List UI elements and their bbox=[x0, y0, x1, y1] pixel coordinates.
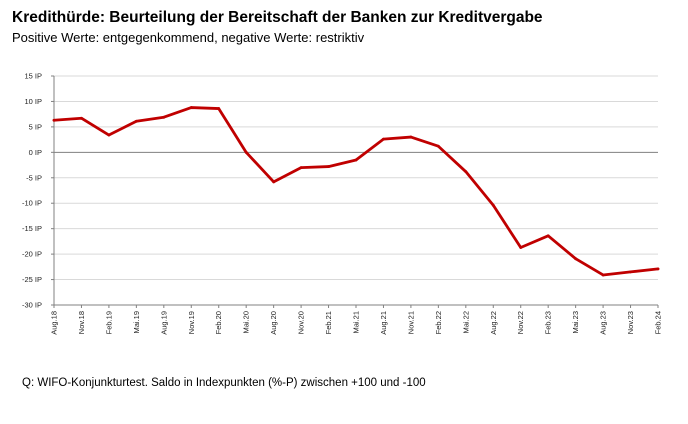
data-point bbox=[382, 137, 385, 141]
y-tick-labels: 15 IP 10 IP 5 IP 0 IP -5 IP -10 IP -15 IP -20 I… bbox=[22, 72, 42, 310]
x-tick-label: Nov.21 bbox=[406, 311, 415, 334]
data-point bbox=[299, 166, 303, 170]
x-tick-label: Aug.21 bbox=[379, 311, 388, 335]
y-tick-label: -25 IP bbox=[22, 275, 42, 284]
x-tick-label: Mai.20 bbox=[242, 311, 251, 334]
data-point bbox=[656, 267, 660, 271]
data-point bbox=[409, 135, 413, 139]
x-tick-label: Aug.22 bbox=[489, 311, 498, 335]
x-tick-label: Mai.23 bbox=[571, 311, 580, 334]
x-tick-label: Aug.20 bbox=[269, 311, 278, 335]
data-point bbox=[464, 170, 468, 174]
y-tick-label: 10 IP bbox=[24, 97, 42, 106]
x-tick-label: Feb.20 bbox=[214, 311, 223, 334]
data-point bbox=[217, 107, 221, 110]
x-tick-label: Feb.24 bbox=[654, 311, 663, 334]
data-point bbox=[162, 115, 166, 119]
data-point bbox=[574, 257, 578, 261]
x-tick-label: Feb.21 bbox=[324, 311, 333, 334]
data-point bbox=[491, 203, 495, 207]
y-tick-label: -10 IP bbox=[22, 199, 42, 208]
y-tick-label: -30 IP bbox=[22, 301, 42, 310]
y-tick-label: -15 IP bbox=[22, 224, 42, 233]
series-line bbox=[52, 106, 660, 277]
data-point bbox=[244, 150, 248, 154]
data-point bbox=[107, 133, 111, 137]
data-point bbox=[436, 144, 440, 148]
data-point bbox=[354, 158, 358, 162]
x-tick-label: Aug.18 bbox=[50, 311, 59, 335]
y-tick-label: 5 IP bbox=[29, 122, 42, 131]
grid-lines bbox=[54, 75, 658, 281]
chart-subtitle: Positive Werte: entgegenkommend, negativ… bbox=[12, 30, 365, 45]
x-tick-label: Nov.19 bbox=[187, 311, 196, 334]
x-tick-labels: Aug.18 Nov.18 Feb.19 Mai.19 Aug.19 Nov.19 Feb.… bbox=[50, 311, 663, 335]
x-tick-label: Nov.18 bbox=[77, 311, 86, 334]
x-tick-label: Mai.21 bbox=[352, 311, 361, 334]
y-tick-label: -5 IP bbox=[26, 173, 42, 182]
x-tick-label: Feb.23 bbox=[544, 311, 553, 334]
x-tick-label: Feb.22 bbox=[434, 311, 443, 334]
x-tick-label: Aug.19 bbox=[159, 311, 168, 335]
x-tick-label: Nov.23 bbox=[626, 311, 635, 334]
x-tick-label: Nov.20 bbox=[297, 311, 306, 334]
x-tick-label: Mai.19 bbox=[132, 311, 141, 334]
data-point bbox=[546, 234, 550, 238]
data-point bbox=[601, 273, 605, 277]
x-tick-label: Feb.19 bbox=[104, 311, 113, 334]
data-point bbox=[52, 118, 56, 122]
data-point bbox=[134, 119, 138, 123]
x-tick-label: Aug.23 bbox=[599, 311, 608, 335]
data-point bbox=[189, 106, 193, 109]
y-tick-label: 15 IP bbox=[24, 72, 42, 81]
data-point bbox=[272, 180, 276, 184]
y-tick-label: 0 IP bbox=[29, 148, 42, 157]
y-tick-label: -20 IP bbox=[22, 250, 42, 259]
x-tick-label: Mai.22 bbox=[461, 311, 470, 334]
data-point bbox=[327, 165, 330, 168]
data-point bbox=[519, 246, 523, 249]
axes bbox=[51, 75, 659, 308]
data-point bbox=[80, 116, 83, 120]
data-point bbox=[629, 270, 632, 274]
source-note: Q: WIFO-Konjunkturtest. Saldo in Indexpu… bbox=[22, 377, 426, 389]
x-tick-label: Nov.22 bbox=[516, 311, 525, 334]
series-layer bbox=[52, 106, 660, 277]
chart-title: Kredithürde: Beurteilung der Bereitschaf… bbox=[12, 9, 543, 26]
